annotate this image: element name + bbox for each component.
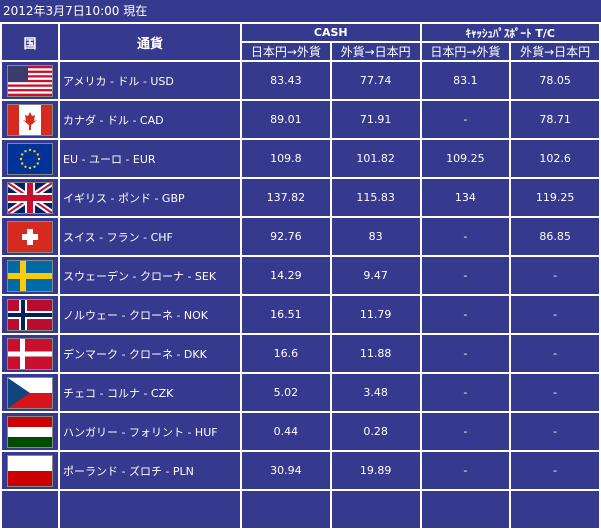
currency-name: イギリス - ポンド - GBP	[60, 179, 240, 216]
cash-sell-rate: 11.88	[331, 335, 420, 372]
flag-cell	[2, 296, 58, 333]
cash-sell-rate: 71.91	[331, 101, 420, 138]
cash-sell-rate: 3.48	[331, 374, 420, 411]
us-flag-icon	[7, 64, 53, 97]
page-title: 2012年3月7日10:00 現在	[0, 0, 601, 22]
flag-cell	[2, 335, 58, 372]
header-cash-buy: 日本円→外貨	[242, 43, 330, 60]
cash-buy-rate: 89.01	[242, 101, 330, 138]
tc-buy-rate: -	[421, 374, 510, 411]
header-cash: CASH	[242, 24, 420, 41]
flag-cell	[2, 62, 58, 99]
cash-buy-rate: 83.43	[242, 62, 330, 99]
currency-name: EU - ユーロ - EUR	[60, 140, 240, 177]
tc-sell-rate: -	[511, 374, 599, 411]
table-row: アメリカ - ドル - USD 83.43 77.74 83.1 78.05	[2, 62, 599, 99]
czech-flag-icon	[7, 376, 53, 409]
cash-buy-rate: 0.44	[242, 413, 330, 450]
table-row: デンマーク - クローネ - DKK 16.6 11.88 - -	[2, 335, 599, 372]
flag-cell	[2, 374, 58, 411]
cash-buy-rate: 30.94	[242, 452, 330, 489]
currency-name: アメリカ - ドル - USD	[60, 62, 240, 99]
tc-buy-rate: -	[421, 335, 510, 372]
currency-name: ハンガリー - フォリント - HUF	[60, 413, 240, 450]
flag-cell	[2, 218, 58, 255]
tc-sell-rate: 119.25	[511, 179, 599, 216]
sweden-flag-icon	[7, 259, 53, 292]
table-row: ポーランド - ズロチ - PLN 30.94 19.89 - -	[2, 452, 599, 489]
tc-buy-rate: -	[421, 296, 510, 333]
cash-buy-rate: 16.51	[242, 296, 330, 333]
currency-name: スイス - フラン - CHF	[60, 218, 240, 255]
denmark-flag-icon	[7, 337, 53, 370]
flag-cell	[2, 452, 58, 489]
canada-flag-icon	[7, 103, 53, 136]
tc-buy-rate: -	[421, 101, 510, 138]
table-row: ハンガリー - フォリント - HUF 0.44 0.28 - -	[2, 413, 599, 450]
table-row: イギリス - ポンド - GBP 137.82 115.83 134 119.2…	[2, 179, 599, 216]
norway-flag-icon	[7, 298, 53, 331]
cash-sell-rate: 0.28	[331, 413, 420, 450]
header-country: 国	[2, 24, 58, 60]
currency-name: デンマーク - クローネ - DKK	[60, 335, 240, 372]
tc-buy-rate: -	[421, 413, 510, 450]
table-row: EU - ユーロ - EUR 109.8 101.82 109.25 102.6	[2, 140, 599, 177]
cash-sell-rate: 19.89	[331, 452, 420, 489]
table-row: スイス - フラン - CHF 92.76 83 - 86.85	[2, 218, 599, 255]
header-currency: 通貨	[60, 24, 240, 60]
cash-sell-rate: 9.47	[331, 257, 420, 294]
cash-sell-rate: 11.79	[331, 296, 420, 333]
tc-buy-rate: -	[421, 218, 510, 255]
currency-name: カナダ - ドル - CAD	[60, 101, 240, 138]
tc-sell-rate: 78.71	[511, 101, 599, 138]
currency-name: チェコ - コルナ - CZK	[60, 374, 240, 411]
table-row: ノルウェー - クローネ - NOK 16.51 11.79 - -	[2, 296, 599, 333]
cash-sell-rate: 77.74	[331, 62, 420, 99]
header-tc-sell: 外貨→日本円	[511, 43, 599, 60]
cash-sell-rate: 101.82	[331, 140, 420, 177]
flag-cell	[2, 179, 58, 216]
tc-sell-rate: 78.05	[511, 62, 599, 99]
table-row: カナダ - ドル - CAD 89.01 71.91 - 78.71	[2, 101, 599, 138]
poland-flag-icon	[7, 454, 53, 487]
currency-name: スウェーデン - クローナ - SEK	[60, 257, 240, 294]
flag-cell	[2, 101, 58, 138]
cash-buy-rate: 16.6	[242, 335, 330, 372]
currency-name: ポーランド - ズロチ - PLN	[60, 452, 240, 489]
hungary-flag-icon	[7, 415, 53, 448]
cash-buy-rate: 109.8	[242, 140, 330, 177]
tc-sell-rate: -	[511, 452, 599, 489]
tc-buy-rate: 134	[421, 179, 510, 216]
tc-buy-rate: -	[421, 452, 510, 489]
table-row: スウェーデン - クローナ - SEK 14.29 9.47 - -	[2, 257, 599, 294]
tc-sell-rate: -	[511, 257, 599, 294]
tc-sell-rate: -	[511, 296, 599, 333]
exchange-rate-table: 国 通貨 CASH ｷｬｯｼｭﾊﾟｽﾎﾟｰﾄ T/C 日本円→外貨 外貨→日本円…	[0, 22, 601, 530]
flag-cell	[2, 413, 58, 450]
eu-flag-icon	[7, 142, 53, 175]
cash-sell-rate: 115.83	[331, 179, 420, 216]
header-tc: ｷｬｯｼｭﾊﾟｽﾎﾟｰﾄ T/C	[421, 24, 599, 41]
tc-sell-rate: -	[511, 335, 599, 372]
cash-buy-rate: 137.82	[242, 179, 330, 216]
tc-buy-rate: -	[421, 257, 510, 294]
tc-buy-rate: 109.25	[421, 140, 510, 177]
flag-cell	[2, 257, 58, 294]
header-cash-sell: 外貨→日本円	[331, 43, 420, 60]
tc-sell-rate: 86.85	[511, 218, 599, 255]
swiss-flag-icon	[7, 220, 53, 253]
currency-name: ノルウェー - クローネ - NOK	[60, 296, 240, 333]
tc-sell-rate: -	[511, 413, 599, 450]
flag-cell	[2, 140, 58, 177]
tc-buy-rate: 83.1	[421, 62, 510, 99]
cash-sell-rate: 83	[331, 218, 420, 255]
cash-buy-rate: 92.76	[242, 218, 330, 255]
cash-buy-rate: 5.02	[242, 374, 330, 411]
header-tc-buy: 日本円→外貨	[421, 43, 510, 60]
tc-sell-rate: 102.6	[511, 140, 599, 177]
uk-flag-icon	[7, 181, 53, 214]
table-row: チェコ - コルナ - CZK 5.02 3.48 - -	[2, 374, 599, 411]
cash-buy-rate: 14.29	[242, 257, 330, 294]
